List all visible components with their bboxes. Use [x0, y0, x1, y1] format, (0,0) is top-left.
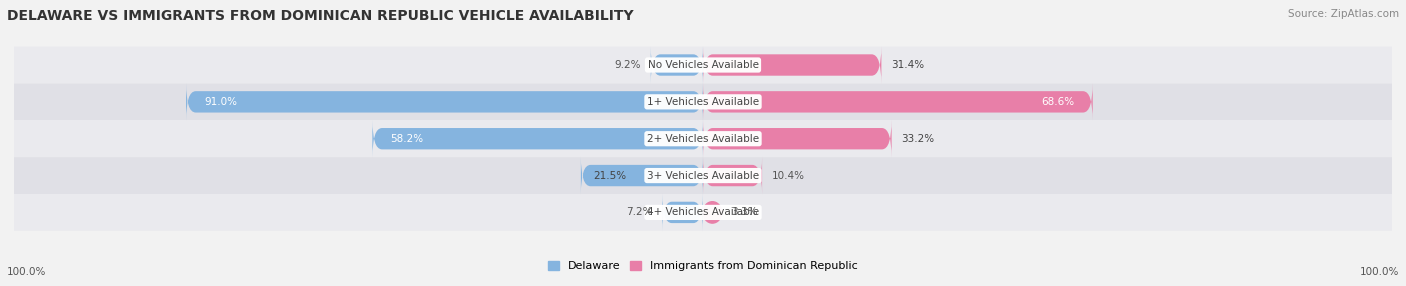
- FancyBboxPatch shape: [0, 47, 1406, 84]
- Text: 33.2%: 33.2%: [901, 134, 935, 144]
- Text: Source: ZipAtlas.com: Source: ZipAtlas.com: [1288, 9, 1399, 19]
- FancyBboxPatch shape: [662, 194, 703, 231]
- Text: 9.2%: 9.2%: [614, 60, 641, 70]
- Text: 10.4%: 10.4%: [772, 170, 804, 180]
- Text: DELAWARE VS IMMIGRANTS FROM DOMINICAN REPUBLIC VEHICLE AVAILABILITY: DELAWARE VS IMMIGRANTS FROM DOMINICAN RE…: [7, 9, 634, 23]
- FancyBboxPatch shape: [651, 46, 703, 84]
- Text: 68.6%: 68.6%: [1042, 97, 1074, 107]
- FancyBboxPatch shape: [703, 83, 1092, 121]
- Text: 2+ Vehicles Available: 2+ Vehicles Available: [647, 134, 759, 144]
- FancyBboxPatch shape: [703, 120, 891, 158]
- Text: 21.5%: 21.5%: [593, 170, 626, 180]
- FancyBboxPatch shape: [0, 84, 1406, 120]
- Text: 4+ Vehicles Available: 4+ Vehicles Available: [647, 207, 759, 217]
- Text: 100.0%: 100.0%: [7, 267, 46, 277]
- Text: 3+ Vehicles Available: 3+ Vehicles Available: [647, 170, 759, 180]
- FancyBboxPatch shape: [703, 46, 882, 84]
- FancyBboxPatch shape: [0, 194, 1406, 231]
- FancyBboxPatch shape: [703, 157, 762, 194]
- Text: 100.0%: 100.0%: [1360, 267, 1399, 277]
- Text: 1+ Vehicles Available: 1+ Vehicles Available: [647, 97, 759, 107]
- Text: No Vehicles Available: No Vehicles Available: [648, 60, 758, 70]
- Text: 3.3%: 3.3%: [731, 207, 758, 217]
- FancyBboxPatch shape: [0, 157, 1406, 194]
- Ellipse shape: [703, 202, 721, 223]
- FancyBboxPatch shape: [581, 157, 703, 194]
- Text: 91.0%: 91.0%: [204, 97, 238, 107]
- Legend: Delaware, Immigrants from Dominican Republic: Delaware, Immigrants from Dominican Repu…: [548, 261, 858, 271]
- Text: 31.4%: 31.4%: [891, 60, 924, 70]
- Text: 58.2%: 58.2%: [391, 134, 423, 144]
- FancyBboxPatch shape: [186, 83, 703, 121]
- FancyBboxPatch shape: [373, 120, 703, 158]
- Text: 7.2%: 7.2%: [626, 207, 652, 217]
- FancyBboxPatch shape: [0, 120, 1406, 157]
